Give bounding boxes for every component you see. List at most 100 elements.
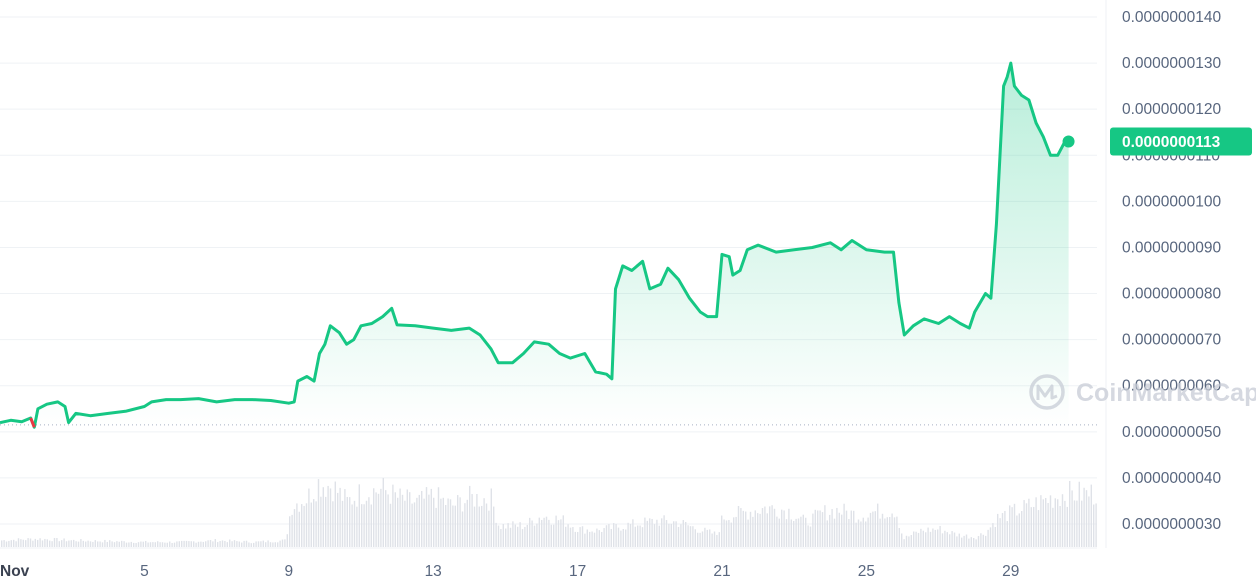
x-tick-label: 5 [140, 563, 149, 580]
x-tick-label: 25 [858, 563, 875, 580]
volume-bar [217, 542, 219, 547]
volume-bar [629, 523, 632, 547]
volume-bar [190, 541, 192, 547]
current-price-badge-bg [1110, 127, 1252, 156]
volume-bar [56, 538, 58, 547]
volume-bar [949, 534, 951, 547]
volume-bar [128, 542, 130, 547]
volume-bar [77, 541, 80, 547]
volume-bar [1011, 507, 1013, 547]
volume-bar [711, 533, 713, 547]
volume-bar [423, 498, 425, 547]
volume-bar [248, 542, 250, 547]
volume-bar [118, 541, 120, 547]
volume-bar [274, 542, 276, 547]
volume-bar [53, 537, 56, 547]
volume-bar [243, 540, 245, 547]
volume-bar [377, 493, 380, 547]
volume-bar [481, 505, 483, 547]
y-tick-label: 0.0000000120 [1122, 101, 1222, 118]
volume-bar [399, 488, 401, 547]
volume-bar [670, 523, 672, 547]
y-tick-label: 0.0000000030 [1122, 516, 1222, 533]
volume-bar [183, 540, 185, 547]
volume-bar [421, 490, 423, 547]
volume-bar [442, 497, 444, 547]
volume-bar [891, 513, 893, 547]
volume-bar [231, 541, 233, 547]
y-axis-labels: 0.0000000030 0.0000000040 0.0000000050 0.00… [1122, 9, 1222, 533]
volume-bar [296, 503, 298, 547]
volume-bar [644, 517, 646, 547]
volume-bar [1042, 499, 1044, 547]
volume-bar [749, 511, 752, 547]
volume-bar [58, 541, 60, 547]
volume-bar [903, 539, 905, 547]
volume-bar [214, 539, 216, 547]
volume-bar [608, 524, 610, 547]
volume-bar [70, 540, 72, 547]
volume-bar [457, 495, 459, 547]
volume-bar [238, 541, 240, 547]
volume-bar [409, 492, 411, 547]
volume-bar [29, 538, 32, 547]
volume-bar [221, 540, 224, 547]
volume-bar [433, 497, 435, 547]
volume-bar [781, 509, 783, 547]
volume-bar [913, 531, 915, 547]
volume-bar [692, 526, 694, 547]
volume-bar [905, 535, 908, 547]
y-tick-label: 0.0000000040 [1122, 470, 1222, 487]
volume-bar [269, 542, 272, 547]
y-tick-label: 0.0000000060 [1122, 378, 1222, 395]
volume-bar [704, 527, 706, 547]
volume-bar [329, 488, 332, 547]
volume-bar [233, 540, 236, 547]
volume-bar [308, 488, 310, 547]
volume-bar [1083, 487, 1085, 547]
volume-bar [166, 542, 168, 547]
volume-bar [195, 542, 197, 547]
volume-bar [161, 542, 164, 547]
volume-bar [1095, 503, 1097, 547]
volume-bar [944, 530, 946, 547]
volume-bar [149, 542, 152, 547]
volume-bar [1040, 495, 1042, 547]
volume-bar [197, 541, 200, 547]
volume-bar [257, 541, 260, 547]
volume-bar [937, 529, 939, 547]
volume-bar [569, 527, 572, 547]
volume-bar [495, 522, 497, 547]
volume-bar [524, 526, 526, 547]
volume-bar [123, 541, 125, 547]
volume-bar [272, 542, 274, 547]
volume-bar [8, 540, 10, 547]
volume-bar [713, 531, 716, 547]
volume-bar [346, 496, 348, 547]
volume-bar [440, 498, 442, 547]
volume-bar [277, 542, 279, 547]
volume-bar [646, 520, 648, 547]
volume-bar [831, 509, 833, 547]
volume-bar [939, 525, 941, 547]
volume-bar [464, 503, 466, 547]
volume-bar [1081, 500, 1083, 547]
volume-bar [137, 542, 140, 547]
volume-bar [209, 540, 212, 547]
volume-bar [956, 536, 958, 547]
volume-bar [821, 512, 824, 547]
volume-bar [87, 540, 89, 547]
volume-bar [915, 531, 917, 547]
volume-bar [589, 531, 591, 547]
volume-bar [533, 525, 536, 547]
volume-bar [742, 510, 744, 547]
volume-bar [613, 523, 615, 547]
volume-bar [389, 503, 392, 547]
volume-bar [205, 541, 207, 547]
volume-bar [41, 540, 44, 547]
volume-bar [701, 531, 704, 547]
volume-bar [752, 516, 754, 547]
volume-bar [557, 520, 560, 547]
volume-bar [411, 503, 413, 547]
volume-bar [3, 540, 5, 547]
